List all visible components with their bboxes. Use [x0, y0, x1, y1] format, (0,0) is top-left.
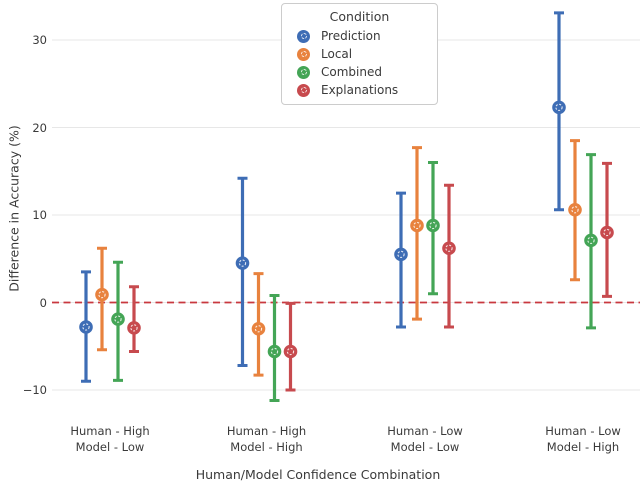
- legend-item-label: Local: [321, 47, 353, 61]
- point-marker: [267, 344, 282, 359]
- point-marker-inner-ring: [445, 244, 453, 252]
- legend-item-label: Explanations: [321, 83, 399, 97]
- point-marker-inner-ring: [587, 236, 595, 245]
- legend-item-label: Prediction: [321, 29, 381, 43]
- point-marker-inner-ring: [98, 290, 106, 299]
- point-combined-cat0: [111, 260, 125, 382]
- point-marker-inner-ring: [270, 347, 279, 356]
- point-marker: [283, 344, 298, 359]
- point-marker: [394, 247, 408, 262]
- point-marker-inner-ring: [429, 221, 437, 230]
- point-marker: [568, 202, 582, 217]
- y-tick-label-10: 10: [32, 208, 47, 222]
- y-tick-label--10: −10: [22, 383, 47, 397]
- point-marker: [251, 321, 266, 336]
- point-local-cat2: [410, 146, 424, 321]
- point-local-cat0: [95, 246, 109, 352]
- point-prediction-cat3: [552, 11, 566, 212]
- point-marker: [111, 312, 125, 326]
- x-category-line1: Human - High: [226, 424, 307, 438]
- point-prediction-cat1: [235, 176, 250, 367]
- x-category-line2: Model - Low: [390, 439, 460, 454]
- y-tick-label-30: 30: [32, 33, 47, 47]
- x-category-label-1: Human - High Model - High: [192, 424, 342, 455]
- point-marker-inner-ring: [571, 206, 579, 214]
- legend-title: Condition: [329, 9, 390, 24]
- y-tick-label-0: 0: [39, 295, 47, 310]
- point-combined-cat1: [267, 294, 282, 402]
- point-marker-inner-ring: [130, 324, 138, 332]
- point-marker: [426, 218, 440, 233]
- x-category-label-2: Human - Low Model - Low: [350, 424, 500, 455]
- legend-item-combined: Combined: [282, 63, 437, 81]
- point-explanations-cat1: [283, 301, 298, 392]
- point-marker: [442, 241, 456, 256]
- point-marker: [552, 100, 566, 115]
- point-marker-inner-ring: [286, 347, 295, 356]
- point-marker: [600, 225, 614, 240]
- legend-item-explanations: Explanations: [282, 81, 437, 99]
- legend-marker-icon: [297, 65, 310, 79]
- y-tick-label-20: 20: [32, 120, 47, 135]
- point-combined-cat3: [584, 153, 598, 330]
- point-prediction-cat0: [79, 270, 93, 383]
- point-marker-inner-ring: [254, 325, 263, 333]
- point-local-cat1: [251, 272, 266, 377]
- point-marker: [410, 218, 424, 233]
- x-category-line1: Human - Low: [387, 424, 463, 438]
- point-explanations-cat3: [600, 161, 614, 298]
- legend-item-label: Combined: [321, 65, 382, 79]
- point-marker-inner-ring: [555, 103, 563, 112]
- point-prediction-cat2: [394, 191, 408, 329]
- point-explanations-cat0: [127, 285, 141, 353]
- point-marker-inner-ring: [82, 323, 90, 331]
- x-category-label-3: Human - Low Model - High: [508, 424, 640, 455]
- point-marker-inner-ring: [238, 259, 247, 267]
- point-marker-inner-ring: [114, 315, 122, 323]
- point-marker-inner-ring: [413, 221, 421, 230]
- point-marker: [127, 321, 141, 335]
- point-explanations-cat2: [442, 183, 456, 329]
- x-category-line1: Human - Low: [545, 424, 621, 438]
- legend-item-local: Local: [282, 45, 437, 63]
- x-category-line2: Model - Low: [75, 439, 145, 454]
- point-combined-cat2: [426, 161, 440, 296]
- point-marker: [79, 320, 93, 334]
- point-marker-inner-ring: [397, 250, 405, 259]
- x-category-line2: Model - High: [230, 439, 303, 454]
- legend-marker-icon: [297, 47, 310, 61]
- point-local-cat3: [568, 139, 582, 282]
- x-category-line2: Model - High: [546, 439, 620, 454]
- point-marker: [95, 287, 109, 302]
- x-axis-title: Human/Model Confidence Combination: [195, 467, 441, 482]
- x-category-label-0: Human - High Model - Low: [35, 424, 185, 455]
- legend-item-prediction: Prediction: [282, 27, 437, 45]
- legend-items: Prediction Local Combined Explanations: [282, 27, 437, 99]
- point-marker-inner-ring: [603, 228, 611, 237]
- y-axis-title: Difference in Accuracy (%): [6, 125, 22, 292]
- x-category-line1: Human - High: [70, 424, 150, 438]
- legend-marker-icon: [297, 83, 310, 97]
- legend: Condition Prediction Local Combined Explana…: [281, 3, 438, 105]
- point-marker: [584, 233, 598, 248]
- point-marker: [235, 256, 250, 270]
- legend-marker-icon: [297, 29, 310, 43]
